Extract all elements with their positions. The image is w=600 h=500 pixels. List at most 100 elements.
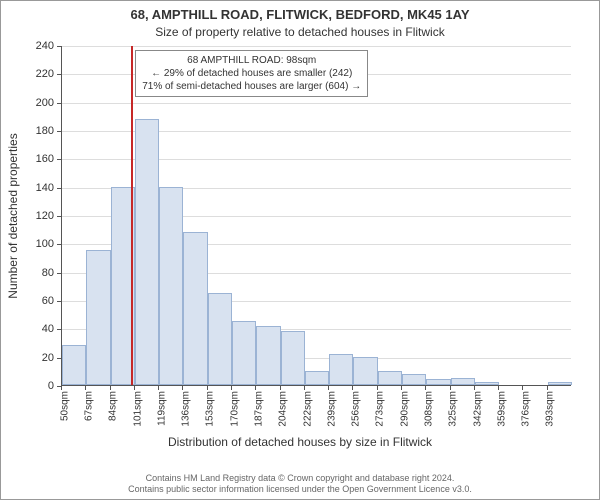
x-tick-label: 239sqm bbox=[326, 391, 337, 427]
x-tick-mark bbox=[85, 386, 86, 390]
x-tick-mark bbox=[547, 386, 548, 390]
y-tick-mark bbox=[57, 188, 61, 189]
y-tick-label: 120 bbox=[14, 210, 54, 222]
histogram-bar bbox=[208, 293, 232, 385]
x-tick-mark bbox=[182, 386, 183, 390]
x-tick-label: 170sqm bbox=[229, 391, 240, 427]
x-tick-mark bbox=[377, 386, 378, 390]
x-tick-label: 67sqm bbox=[83, 391, 94, 421]
y-tick-mark bbox=[57, 358, 61, 359]
x-axis-label: Distribution of detached houses by size … bbox=[1, 435, 599, 449]
x-tick-label: 50sqm bbox=[59, 391, 70, 421]
y-tick-mark bbox=[57, 131, 61, 132]
y-tick-mark bbox=[57, 273, 61, 274]
histogram-bar bbox=[402, 374, 426, 385]
y-tick-label: 200 bbox=[14, 97, 54, 109]
x-tick-label: 342sqm bbox=[472, 391, 483, 427]
y-tick-label: 60 bbox=[14, 295, 54, 307]
y-tick-label: 0 bbox=[14, 380, 54, 392]
y-tick-label: 20 bbox=[14, 352, 54, 364]
histogram-bar bbox=[329, 354, 353, 385]
y-tick-label: 220 bbox=[14, 68, 54, 80]
x-tick-label: 187sqm bbox=[253, 391, 264, 427]
x-tick-mark bbox=[61, 386, 62, 390]
histogram-bar bbox=[62, 345, 86, 385]
histogram-bar bbox=[353, 357, 377, 385]
x-tick-mark bbox=[450, 386, 451, 390]
annotation-line1: 68 AMPTHILL ROAD: 98sqm bbox=[142, 54, 361, 67]
x-tick-mark bbox=[425, 386, 426, 390]
x-tick-label: 204sqm bbox=[278, 391, 289, 427]
x-tick-label: 376sqm bbox=[521, 391, 532, 427]
y-tick-label: 160 bbox=[14, 153, 54, 165]
histogram-bar bbox=[281, 331, 305, 385]
histogram-bar bbox=[451, 378, 475, 385]
x-tick-label: 153sqm bbox=[205, 391, 216, 427]
x-tick-label: 119sqm bbox=[156, 391, 167, 426]
x-tick-mark bbox=[401, 386, 402, 390]
reference-line bbox=[131, 46, 133, 385]
x-tick-label: 256sqm bbox=[351, 391, 362, 427]
histogram-bar bbox=[548, 382, 572, 385]
x-tick-mark bbox=[498, 386, 499, 390]
y-tick-mark bbox=[57, 329, 61, 330]
y-tick-mark bbox=[57, 103, 61, 104]
x-tick-mark bbox=[134, 386, 135, 390]
x-tick-label: 222sqm bbox=[302, 391, 313, 427]
x-tick-label: 136sqm bbox=[181, 391, 192, 427]
histogram-bar bbox=[305, 371, 329, 385]
y-tick-mark bbox=[57, 244, 61, 245]
y-tick-mark bbox=[57, 74, 61, 75]
plot-area: 68 AMPTHILL ROAD: 98sqm ← 29% of detache… bbox=[61, 46, 571, 386]
y-tick-label: 180 bbox=[14, 125, 54, 137]
x-tick-mark bbox=[280, 386, 281, 390]
x-tick-mark bbox=[110, 386, 111, 390]
x-tick-label: 359sqm bbox=[496, 391, 507, 427]
y-tick-label: 140 bbox=[14, 182, 54, 194]
histogram-bar bbox=[378, 371, 402, 385]
histogram-bar bbox=[135, 119, 159, 385]
footer-line1: Contains HM Land Registry data © Crown c… bbox=[1, 473, 599, 484]
chart-container: 68, AMPTHILL ROAD, FLITWICK, BEDFORD, MK… bbox=[0, 0, 600, 500]
y-tick-mark bbox=[57, 301, 61, 302]
grid-line bbox=[62, 103, 571, 104]
x-tick-mark bbox=[158, 386, 159, 390]
histogram-bar bbox=[475, 382, 499, 385]
annotation-line3: 71% of semi-detached houses are larger (… bbox=[142, 80, 361, 93]
x-tick-mark bbox=[207, 386, 208, 390]
y-tick-mark bbox=[57, 159, 61, 160]
y-tick-label: 240 bbox=[14, 40, 54, 52]
histogram-bar bbox=[232, 321, 256, 385]
histogram-bar bbox=[159, 187, 183, 385]
annotation-line2: ← 29% of detached houses are smaller (24… bbox=[142, 67, 361, 80]
x-tick-label: 393sqm bbox=[545, 391, 556, 427]
y-tick-label: 40 bbox=[14, 323, 54, 335]
footer-line2: Contains public sector information licen… bbox=[1, 484, 599, 495]
x-tick-mark bbox=[474, 386, 475, 390]
histogram-bar bbox=[426, 379, 450, 385]
y-tick-mark bbox=[57, 216, 61, 217]
x-tick-mark bbox=[255, 386, 256, 390]
x-tick-label: 308sqm bbox=[423, 391, 434, 427]
x-tick-mark bbox=[328, 386, 329, 390]
y-tick-mark bbox=[57, 46, 61, 47]
x-tick-label: 325sqm bbox=[448, 391, 459, 427]
title-line2: Size of property relative to detached ho… bbox=[1, 25, 599, 39]
histogram-bar bbox=[256, 326, 280, 386]
histogram-bar bbox=[183, 232, 207, 385]
x-tick-label: 84sqm bbox=[108, 391, 119, 421]
x-tick-mark bbox=[231, 386, 232, 390]
y-tick-label: 100 bbox=[14, 238, 54, 250]
x-tick-mark bbox=[352, 386, 353, 390]
x-tick-mark bbox=[522, 386, 523, 390]
grid-line bbox=[62, 46, 571, 47]
title-line1: 68, AMPTHILL ROAD, FLITWICK, BEDFORD, MK… bbox=[1, 7, 599, 22]
x-tick-label: 273sqm bbox=[375, 391, 386, 427]
footer: Contains HM Land Registry data © Crown c… bbox=[1, 473, 599, 496]
y-tick-label: 80 bbox=[14, 267, 54, 279]
x-tick-mark bbox=[304, 386, 305, 390]
annotation-box: 68 AMPTHILL ROAD: 98sqm ← 29% of detache… bbox=[135, 50, 368, 97]
x-tick-label: 101sqm bbox=[132, 391, 143, 427]
histogram-bar bbox=[86, 250, 110, 385]
x-tick-label: 290sqm bbox=[399, 391, 410, 427]
